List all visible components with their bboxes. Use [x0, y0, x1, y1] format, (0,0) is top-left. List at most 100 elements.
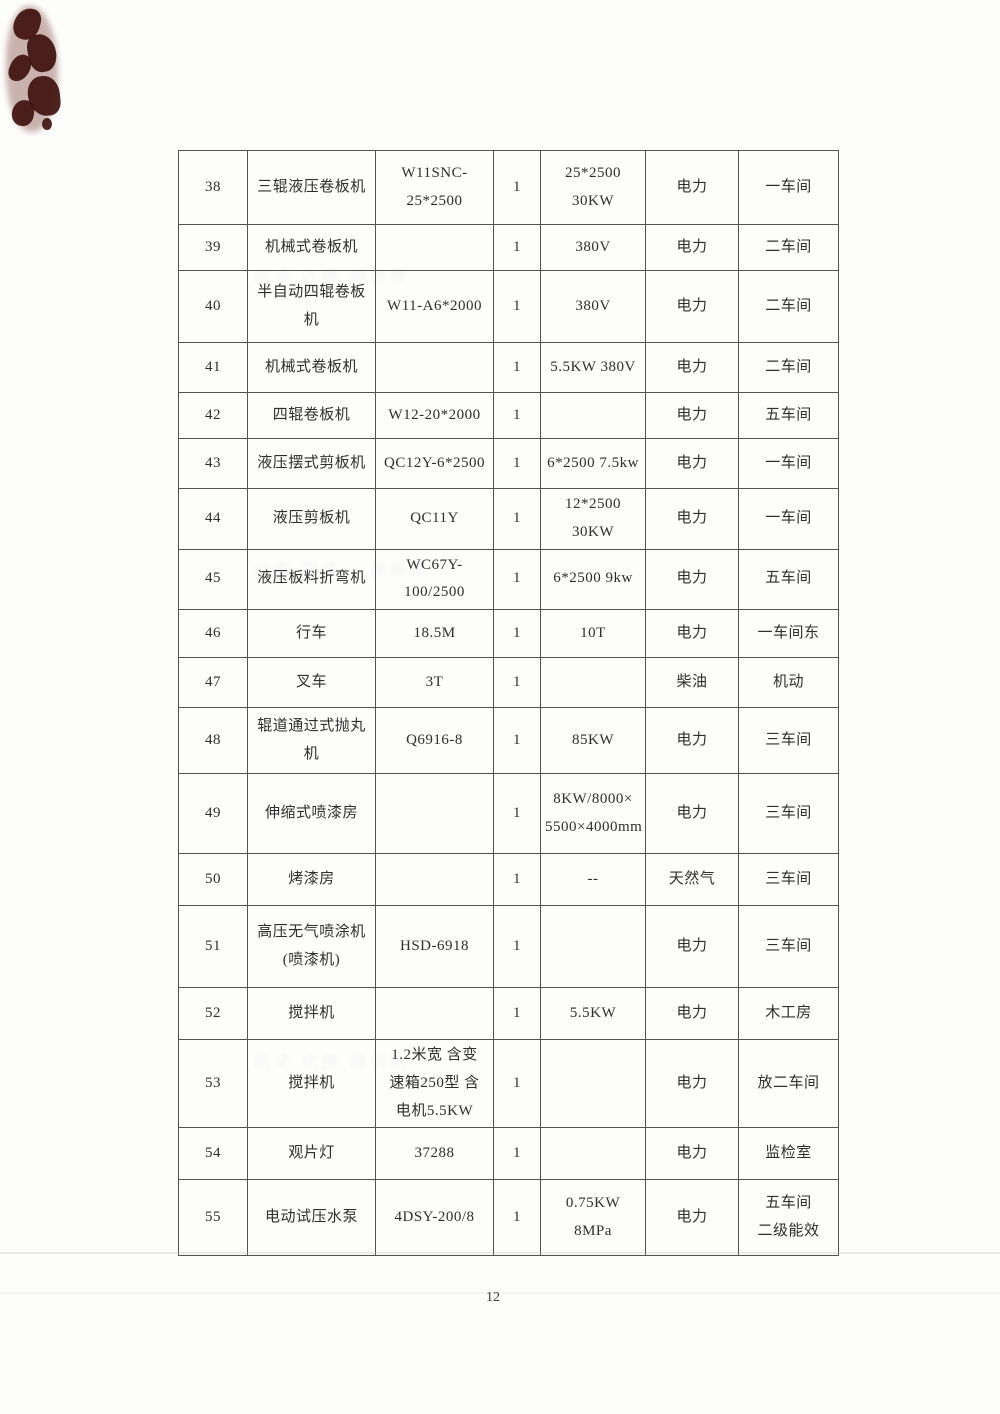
table-cell-qty: 1 [493, 609, 541, 658]
table-cell-serial: 54 [178, 1127, 248, 1181]
table-cell-model: 18.5M [375, 609, 494, 658]
table-cell-energy: 电力 [645, 609, 739, 658]
table-cell-qty: 1 [493, 853, 541, 906]
table-cell-energy: 电力 [645, 224, 739, 271]
table-cell-name: 机械式卷板机 [247, 224, 376, 271]
table-cell-name: 搅拌机 [247, 1038, 376, 1129]
table-cell-energy: 天然气 [645, 853, 739, 906]
table-cell-qty: 1 [493, 1179, 541, 1257]
table-cell-spec [540, 1127, 646, 1181]
table-cell-model: WC67Y-100/2500 [375, 548, 494, 610]
table-cell-qty: 1 [493, 657, 541, 708]
table-cell-name: 电动试压水泵 [247, 1179, 376, 1257]
table-row: 43 液压摆式剪板机 QC12Y-6*2500 1 6*2500 7.5kw 电力 一车间 [178, 438, 839, 489]
table-cell-name: 液压板料折弯机 [247, 548, 376, 610]
table-cell-name: 机械式卷板机 [247, 342, 376, 393]
table-cell-qty: 1 [493, 224, 541, 271]
table-cell-qty: 1 [493, 987, 541, 1040]
table-cell-location: 放二车间 [738, 1038, 839, 1129]
table-cell-location: 一车间东 [738, 609, 839, 658]
table-cell-location: 机动 [738, 657, 839, 708]
table-cell-name: 伸缩式喷漆房 [247, 773, 376, 854]
table-cell-qty: 1 [493, 1038, 541, 1129]
table-cell-energy: 电力 [645, 438, 739, 489]
table-cell-serial: 49 [178, 773, 248, 854]
table-cell-model: W11-A6*2000 [375, 270, 494, 343]
table-cell-spec: 6*2500 7.5kw [540, 438, 646, 489]
table-row: 46 行车 18.5M 1 10T 电力 一车间东 [178, 609, 839, 658]
table-cell-name: 三辊液压卷板机 [247, 150, 376, 225]
table-cell-name: 半自动四辊卷板 机 [247, 270, 376, 343]
table-cell-location: 一车间 [738, 150, 839, 225]
table-cell-model [375, 342, 494, 393]
table-row: 45 液压板料折弯机 WC67Y-100/2500 1 6*2500 9kw 电力 五车间 [178, 548, 839, 610]
table-cell-location: 监检室 [738, 1127, 839, 1181]
table-cell-spec [540, 905, 646, 988]
table-cell-spec: 85KW [540, 707, 646, 774]
table-row: 42 四辊卷板机 W12-20*2000 1 电力 五车间 [178, 392, 839, 439]
table-cell-serial: 44 [178, 488, 248, 550]
table-cell-spec: 5.5KW 380V [540, 342, 646, 393]
table-row: 53 搅拌机 1.2米宽 含变 速箱250型 含 电机5.5KW 1 电力 放二车间 [178, 1038, 839, 1129]
table-cell-model [375, 853, 494, 906]
scan-streak [0, 1252, 1000, 1254]
table-cell-location: 五车间 [738, 392, 839, 439]
table-cell-qty: 1 [493, 548, 541, 610]
table-row: 48 辊道通过式抛丸 机 Q6916-8 1 85KW 电力 三车间 [178, 707, 839, 774]
table-cell-spec: 8KW/8000× 5500×4000mm [540, 773, 646, 854]
table-cell-model: 37288 [375, 1127, 494, 1181]
table-cell-spec: 380V [540, 270, 646, 343]
table-cell-spec: 0.75KW 8MPa [540, 1179, 646, 1257]
table-row: 47 叉车 3T 1 柴油 机动 [178, 657, 839, 708]
table-cell-energy: 电力 [645, 392, 739, 439]
table-cell-model: W12-20*2000 [375, 392, 494, 439]
table-cell-name: 液压摆式剪板机 [247, 438, 376, 489]
table-cell-name: 观片灯 [247, 1127, 376, 1181]
table-cell-location: 二车间 [738, 224, 839, 271]
table-row: 52 搅拌机 1 5.5KW 电力 木工房 [178, 987, 839, 1040]
table-cell-location: 一车间 [738, 488, 839, 550]
table-cell-name: 高压无气喷涂机 (喷漆机) [247, 905, 376, 988]
table-cell-model [375, 773, 494, 854]
table-row: 41 机械式卷板机 1 5.5KW 380V 电力 二车间 [178, 342, 839, 393]
table-cell-qty: 1 [493, 150, 541, 225]
table-cell-spec [540, 392, 646, 439]
table-cell-name: 叉车 [247, 657, 376, 708]
table-cell-location: 五车间 [738, 548, 839, 610]
ink-stain [42, 118, 52, 130]
table-cell-qty: 1 [493, 905, 541, 988]
table-cell-model: W11SNC-25*2500 [375, 150, 494, 225]
table-cell-spec: 6*2500 9kw [540, 548, 646, 610]
table-cell-location: 三车间 [738, 707, 839, 774]
table-cell-model: 3T [375, 657, 494, 708]
table-cell-energy: 电力 [645, 488, 739, 550]
table-cell-location: 三车间 [738, 905, 839, 988]
table-cell-spec: 12*2500 30KW [540, 488, 646, 550]
table-row: 55 电动试压水泵 4DSY-200/8 1 0.75KW 8MPa 电力 五车间 二级能效 [178, 1179, 839, 1257]
table-row: 44 液压剪板机 QC11Y 1 12*2500 30KW 电力 一车间 [178, 488, 839, 550]
table-cell-energy: 电力 [645, 342, 739, 393]
table-cell-spec: 380V [540, 224, 646, 271]
scan-streak [0, 1292, 1000, 1294]
table-cell-spec: 5.5KW [540, 987, 646, 1040]
table-cell-spec: -- [540, 853, 646, 906]
table-row: 38 三辊液压卷板机 W11SNC-25*2500 1 25*2500 30KW 电力 一车… [178, 150, 839, 225]
table-cell-qty: 1 [493, 342, 541, 393]
table-cell-serial: 52 [178, 987, 248, 1040]
table-cell-serial: 50 [178, 853, 248, 906]
table-cell-name: 辊道通过式抛丸 机 [247, 707, 376, 774]
table-cell-location: 木工房 [738, 987, 839, 1040]
table-cell-model: QC12Y-6*2500 [375, 438, 494, 489]
table-cell-energy: 电力 [645, 905, 739, 988]
table-cell-serial: 40 [178, 270, 248, 343]
table-cell-energy: 电力 [645, 707, 739, 774]
table-row: 40 半自动四辊卷板 机 W11-A6*2000 1 380V 电力 二车间 [178, 270, 839, 343]
table-cell-energy: 电力 [645, 150, 739, 225]
table-cell-model: 1.2米宽 含变 速箱250型 含 电机5.5KW [375, 1038, 494, 1129]
table-cell-location: 二车间 [738, 270, 839, 343]
table-cell-location: 一车间 [738, 438, 839, 489]
table-cell-serial: 48 [178, 707, 248, 774]
table-cell-name: 液压剪板机 [247, 488, 376, 550]
table-row: 51 高压无气喷涂机 (喷漆机) HSD-6918 1 电力 三车间 [178, 905, 839, 988]
